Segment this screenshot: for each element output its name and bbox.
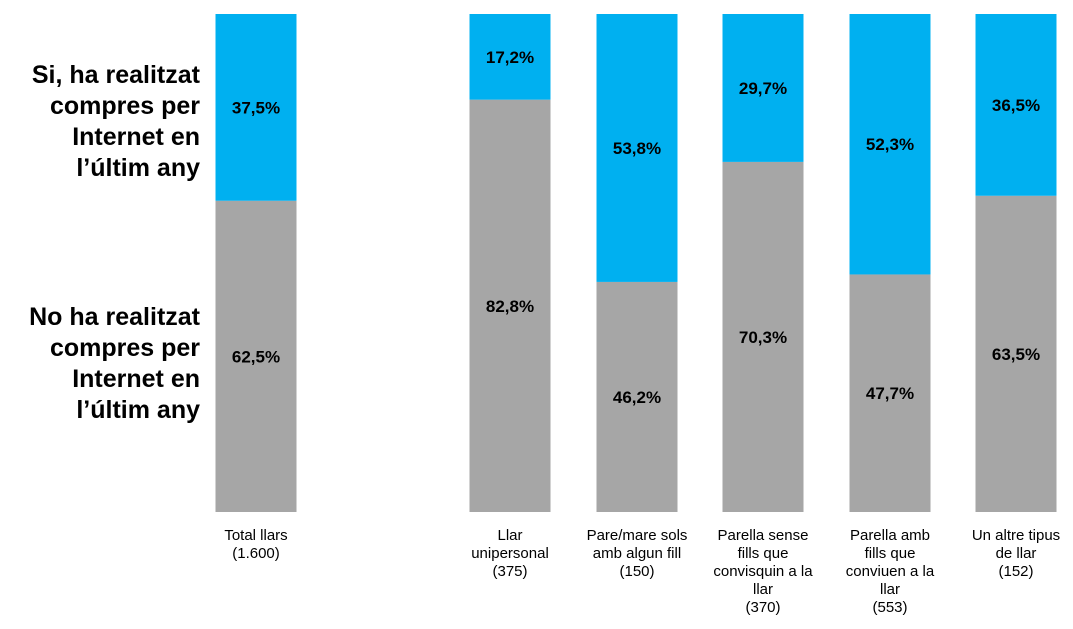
category-label-line: de llar xyxy=(995,545,1037,562)
legend-no-line: Internet en xyxy=(72,365,200,393)
legend-no-line: compres per xyxy=(49,334,200,362)
bar-segment-yes xyxy=(849,14,931,275)
category-label-line: convisquin a la xyxy=(713,563,813,580)
legend-entry-no: No ha realitzat compres per Internet en … xyxy=(29,302,200,426)
category-label-line: llar xyxy=(879,581,900,598)
bar-segment-no xyxy=(215,200,297,512)
data-label-no: 63,5% xyxy=(992,345,1040,364)
legend-yes-line: compres per xyxy=(49,92,200,120)
data-label-no: 47,7% xyxy=(866,384,914,403)
category-label-line: (1.600) xyxy=(232,545,280,562)
legend-yes-line: l’últim any xyxy=(76,154,200,182)
bar-segment-no xyxy=(849,274,931,512)
bar-segment-yes xyxy=(469,14,551,100)
bar-segment-yes xyxy=(722,14,804,162)
data-label-no: 70,3% xyxy=(739,328,787,347)
category-label-line: Parella amb xyxy=(849,527,931,544)
category-label-line: fills que xyxy=(737,545,789,562)
data-label-no: 62,5% xyxy=(232,347,280,366)
category-label-line: unipersonal xyxy=(471,545,549,562)
category-label-unipersonal: Llar unipersonal (375) xyxy=(440,527,580,581)
category-label-line: (370) xyxy=(745,599,781,616)
data-label-yes: 53,8% xyxy=(613,139,661,158)
category-label-line: (150) xyxy=(619,563,655,580)
category-label-total: Total llars (1.600) xyxy=(186,527,326,563)
category-label-line: Un altre tipus xyxy=(971,527,1061,544)
category-label-line: (553) xyxy=(872,599,908,616)
bar-segment-yes xyxy=(596,14,678,282)
data-label-no: 82,8% xyxy=(486,297,534,316)
category-label-line: (152) xyxy=(998,563,1034,580)
bar-segment-no xyxy=(975,195,1057,512)
category-label-line: conviuen a la xyxy=(845,563,935,580)
data-label-yes: 37,5% xyxy=(232,98,280,117)
data-label-no: 46,2% xyxy=(613,388,661,407)
category-label-other: Un altre tipus de llar (152) xyxy=(946,527,1073,581)
data-label-yes: 17,2% xyxy=(486,48,534,67)
category-label-line: (375) xyxy=(492,563,528,580)
bar-segment-no xyxy=(469,99,551,512)
category-label-line: fills que xyxy=(864,545,916,562)
category-label-couple-no-children: Parella sense fills que convisquin a la … xyxy=(693,527,833,617)
legend-no-line: l’últim any xyxy=(76,396,200,424)
bar-segment-no xyxy=(722,161,804,512)
data-label-yes: 36,5% xyxy=(992,96,1040,115)
bar-segment-yes xyxy=(975,14,1057,196)
category-label-line: amb algun fill xyxy=(592,545,682,562)
category-label-line: llar xyxy=(752,581,773,598)
data-label-yes: 29,7% xyxy=(739,79,787,98)
category-label-single-parent: Pare/mare sols amb algun fill (150) xyxy=(567,527,707,581)
legend-yes-line: Internet en xyxy=(72,123,200,151)
legend-entry-yes: Si, ha realitzat compres per Internet en… xyxy=(32,60,200,184)
data-label-yes: 52,3% xyxy=(866,135,914,154)
bar-segment-yes xyxy=(215,14,297,201)
bar-segment-no xyxy=(596,281,678,512)
category-label-line: Pare/mare sols xyxy=(586,527,688,544)
category-label-line: Llar xyxy=(497,527,523,544)
legend-no-line: No ha realitzat xyxy=(29,303,200,331)
legend-yes-line: Si, ha realitzat xyxy=(31,61,200,89)
category-label-line: Parella sense xyxy=(717,527,809,544)
category-label-couple-with-children: Parella amb fills que conviuen a la llar… xyxy=(820,527,960,617)
category-label-line: Total llars xyxy=(224,527,288,544)
